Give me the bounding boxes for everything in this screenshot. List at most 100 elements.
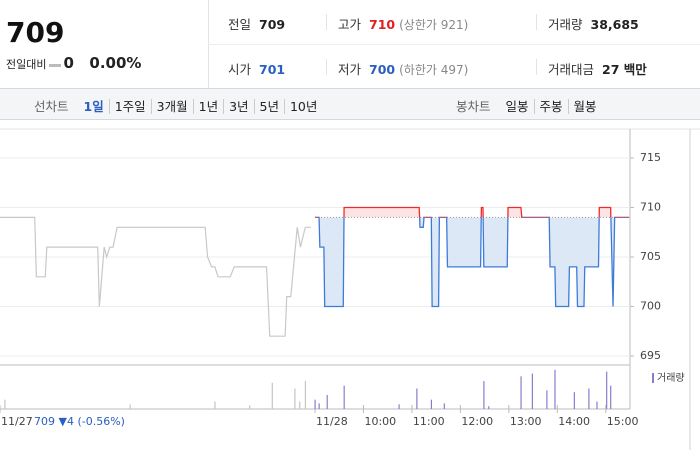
- info-label: 전일: [228, 17, 252, 32]
- volume-bar: [326, 395, 328, 409]
- info-row: 전일 709 고가 710 (상한가 921) 거래량 38,685: [208, 0, 700, 44]
- info-label: 거래대금: [548, 62, 595, 77]
- footnote: 709 ▼4 (-0.56%): [34, 415, 125, 428]
- info-cell: 전일 709: [228, 14, 285, 33]
- volume-bar: [443, 403, 445, 409]
- x-tick-label: 11/27: [1, 415, 33, 428]
- legend-swatch: [652, 373, 654, 383]
- info-cell: 저가 700 (하한가 497): [338, 59, 468, 78]
- period-tab[interactable]: 10년: [283, 99, 323, 114]
- flat-icon: [49, 63, 62, 67]
- volume-bar: [483, 381, 485, 409]
- tab-bar: 선차트 1일 1주일 3개월 1년 3년 5년 10년 봉차트 일봉 주봉 월봉: [0, 89, 700, 120]
- separator: [326, 14, 327, 30]
- period-tab[interactable]: 3년: [223, 99, 254, 114]
- info-label: 거래량: [548, 17, 583, 32]
- y-tick-label: 695: [640, 349, 661, 362]
- legend-label: 거래량: [657, 372, 685, 384]
- info-label: 저가: [338, 62, 362, 77]
- volume-bar: [299, 401, 301, 409]
- volume-bar: [546, 390, 548, 409]
- period-tab[interactable]: 3개월: [150, 99, 193, 114]
- line-chart-tabs: 선차트 1일 1주일 3개월 1년 3년 5년 10년: [34, 96, 323, 115]
- y-tick-label: 715: [640, 151, 661, 164]
- chart: 695 700 705 710 715 11/27 11/28 10:00 11:00 12:00…: [0, 128, 700, 450]
- quote-info: 전일 709 고가 710 (상한가 921) 거래량 38,685 시가 701 저가 700 (하…: [208, 0, 700, 88]
- y-tick-label: 700: [640, 300, 661, 313]
- info-cell: 고가 710 (상한가 921): [338, 14, 468, 33]
- info-note: (하한가 497): [399, 63, 469, 77]
- line-down: [315, 217, 630, 308]
- separator: [536, 59, 537, 75]
- info-cell: 시가 701: [228, 59, 285, 78]
- x-tick-label: 13:00: [510, 415, 542, 428]
- volume-bar: [314, 399, 316, 409]
- info-value: 27 백만: [602, 62, 647, 77]
- info-note: (상한가 921): [399, 18, 469, 32]
- info-label: 고가: [338, 17, 362, 32]
- info-row: 시가 701 저가 700 (하한가 497) 거래대금 27 백만: [208, 44, 700, 89]
- y-tick-label: 705: [640, 250, 661, 263]
- volume-bar: [129, 404, 131, 409]
- period-tab[interactable]: 1일: [83, 99, 104, 114]
- area-up: [315, 207, 630, 218]
- info-cell: 거래대금 27 백만: [548, 59, 647, 78]
- x-tick-label: 15:00: [607, 415, 639, 428]
- volume-bar: [573, 392, 575, 409]
- info-value: 710: [369, 17, 396, 32]
- period-tab[interactable]: 1주일: [108, 99, 151, 114]
- line: [0, 216, 311, 337]
- volume-bar: [416, 388, 418, 409]
- x-tick-label: 11/28: [316, 415, 348, 428]
- volume-bar: [610, 385, 612, 409]
- change-label: 전일대비: [6, 58, 47, 71]
- period-tab[interactable]: 1년: [192, 99, 224, 114]
- info-label: 시가: [228, 62, 252, 77]
- info-value: 709: [259, 17, 286, 32]
- period-tab[interactable]: 일봉: [505, 99, 529, 114]
- x-tick-label: 10:00: [364, 415, 396, 428]
- line-up: [315, 206, 630, 218]
- volume-bar: [294, 388, 296, 409]
- volume-bar: [304, 381, 307, 409]
- info-value: 701: [259, 62, 286, 77]
- price: 709: [6, 16, 65, 49]
- x-tick-label: 14:00: [558, 415, 590, 428]
- info-cell: 거래량 38,685: [548, 14, 639, 33]
- candle-chart-tabs: 봉차트 일봉 주봉 월봉: [456, 96, 602, 115]
- volume-bar: [596, 401, 598, 409]
- period-tab[interactable]: 5년: [253, 99, 284, 114]
- volume-bar: [430, 399, 433, 409]
- change-pct: 0.00%: [89, 54, 142, 72]
- price-box: 709 전일대비 0 0.00%: [0, 0, 209, 88]
- volume-bar: [606, 371, 608, 409]
- volume-bar: [249, 405, 251, 409]
- change-value: 0: [63, 54, 74, 72]
- volume-bar: [214, 401, 216, 409]
- separator: [536, 14, 537, 30]
- change: 전일대비 0 0.00%: [6, 54, 141, 72]
- volume-bar: [4, 399, 6, 409]
- volume-bar: [398, 404, 400, 409]
- volume-bar: [318, 403, 320, 409]
- x-tick-label: 11:00: [413, 415, 445, 428]
- volume-bar: [531, 373, 533, 409]
- tab-group-label: 선차트: [34, 99, 69, 114]
- volume-bar: [520, 376, 522, 409]
- separator: [326, 59, 327, 75]
- volume-bar: [343, 385, 345, 409]
- tab-group-label: 봉차트: [456, 99, 491, 114]
- volume-bar: [271, 382, 273, 409]
- info-value: 700: [369, 62, 396, 77]
- area-down: [319, 217, 615, 307]
- info-value: 38,685: [590, 17, 639, 32]
- period-tab[interactable]: 주봉: [533, 99, 568, 114]
- volume-bar: [554, 369, 556, 409]
- volume-bar: [588, 388, 590, 409]
- x-tick-label: 12:00: [461, 415, 493, 428]
- y-tick-label: 710: [640, 201, 661, 214]
- period-tab[interactable]: 월봉: [567, 99, 602, 114]
- volume-bar: [488, 406, 490, 409]
- quote-header: 709 전일대비 0 0.00% 전일 709 고가 710 (상한가 921) 거래량 38…: [0, 0, 700, 89]
